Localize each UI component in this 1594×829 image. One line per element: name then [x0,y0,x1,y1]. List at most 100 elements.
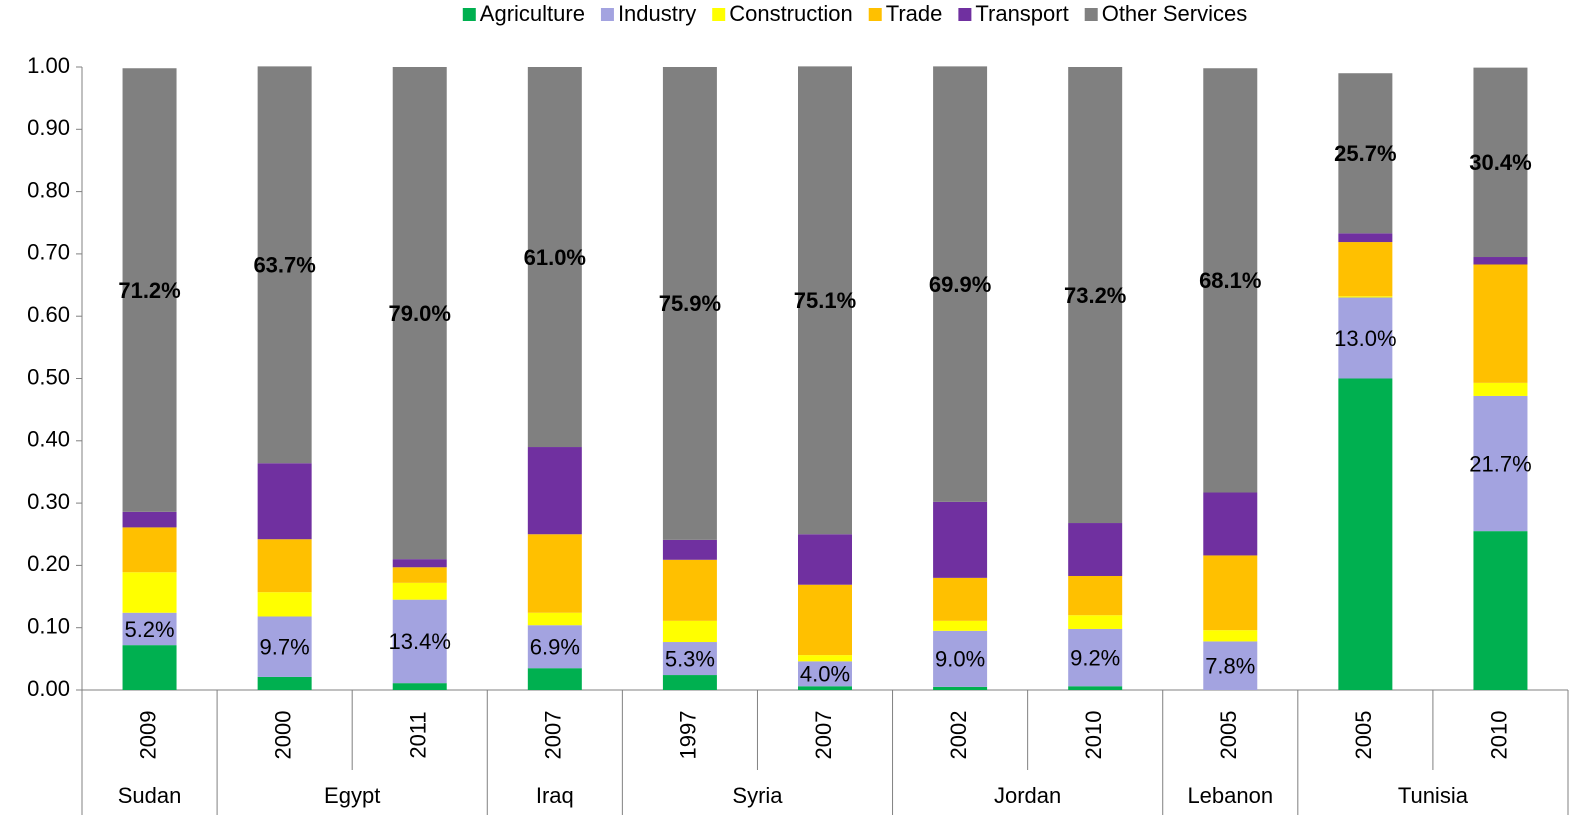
bar-segment [1203,641,1258,690]
bar-segment [933,66,988,502]
data-label: 9.2% [1070,645,1120,670]
bar-segment [933,501,988,578]
bar-segment [1338,73,1393,234]
data-label: 4.0% [800,662,850,687]
bar-segment [933,686,988,690]
bar-segment [933,577,988,621]
bar-segment [662,539,717,560]
group-label: Iraq [536,783,574,808]
legend-label: Construction [729,1,853,26]
bar-segment [798,66,852,535]
bar-segment [122,68,177,512]
y-tick-label: 0.90 [27,115,70,140]
bar-segment [392,599,447,684]
bar-segment [1473,264,1528,383]
x-tick-label: 2002 [946,711,971,760]
data-label: 69.9% [929,272,991,297]
bar-segment [527,534,582,613]
x-tick-label: 2009 [135,711,160,760]
data-label: 5.2% [124,617,174,642]
data-label: 21.7% [1469,451,1531,476]
group-label: Jordan [994,783,1061,808]
data-label: 73.2% [1064,283,1126,308]
bar-segment [257,616,312,677]
bar-segment [1473,382,1528,396]
bar-segment [933,630,988,687]
x-tick-label: 2007 [811,711,836,760]
y-tick-label: 0.40 [27,427,70,452]
bar-segment [1203,555,1258,631]
group-label: Tunisia [1398,783,1469,808]
data-label: 7.8% [1205,654,1255,679]
data-label: 30.4% [1469,150,1531,175]
bar-segment [1068,575,1123,616]
bar-segment [662,620,717,643]
bar-segment [1473,67,1528,258]
bar-segment [527,668,582,690]
data-label: 13.0% [1334,326,1396,351]
x-tick-label: 2007 [541,711,566,760]
legend-label: Industry [618,1,696,26]
y-tick-label: 0.80 [27,177,70,202]
bar-segment [1203,630,1258,642]
legend-swatch [868,8,882,21]
bar-segment [392,582,447,600]
bar-segment [798,655,852,662]
data-label: 79.0% [389,301,451,326]
bar-segment [1473,257,1528,265]
bar-segment [798,661,852,687]
bar-segment [122,645,177,690]
data-label: 75.9% [659,291,721,316]
bar-segment [392,567,447,583]
bar-segment [1473,531,1528,690]
x-tick-label: 2010 [1081,711,1106,760]
bar-segment [798,534,852,585]
data-label: 5.3% [665,646,715,671]
y-tick-label: 0.30 [27,489,70,514]
bar-segment [798,584,852,656]
x-tick-label: 2005 [1351,711,1376,760]
bar-segment [1473,395,1528,532]
bar-segment [1068,686,1123,690]
x-tick-label: 1997 [676,711,701,760]
y-tick-label: 0.10 [27,614,70,639]
data-label: 25.7% [1334,141,1396,166]
bar-segment [1203,492,1258,556]
bar-segment [1068,628,1123,687]
bar-segment [257,463,312,540]
legend-swatch [1084,8,1098,21]
data-label: 71.2% [118,278,180,303]
data-label: 68.1% [1199,268,1261,293]
group-label: Syria [732,783,783,808]
x-tick-label: 2010 [1486,711,1511,760]
legend: Agriculture Industry Construction Trade Tran… [462,1,1248,26]
y-tick-label: 0.60 [27,302,70,327]
bar-segment [392,67,447,560]
bar-segment [257,676,312,690]
bar-segment [527,447,582,535]
bar-segment [933,620,988,631]
data-label: 9.7% [260,635,310,660]
legend-swatch [600,8,614,21]
bar-segment [122,527,177,573]
bar-segment [1068,67,1123,524]
bar-segment [1338,297,1393,379]
x-tick-label: 2005 [1216,711,1241,760]
bar-segment [1338,296,1393,298]
bar-segment [392,559,447,568]
bar-segment [662,642,717,676]
bar-segment [527,612,582,626]
bar-segment [257,539,312,593]
bar-segment [1338,233,1393,243]
bar-segment [392,683,447,690]
legend-label: Other Services [1102,1,1248,26]
data-label: 6.9% [530,635,580,660]
y-tick-label: 0.50 [27,364,70,389]
bar-segment [1068,523,1123,576]
y-tick-label: 0.70 [27,240,70,265]
bar-segment [662,559,717,621]
legend-swatch [462,8,476,21]
data-label: 13.4% [389,629,451,654]
bar-segment [662,67,717,540]
